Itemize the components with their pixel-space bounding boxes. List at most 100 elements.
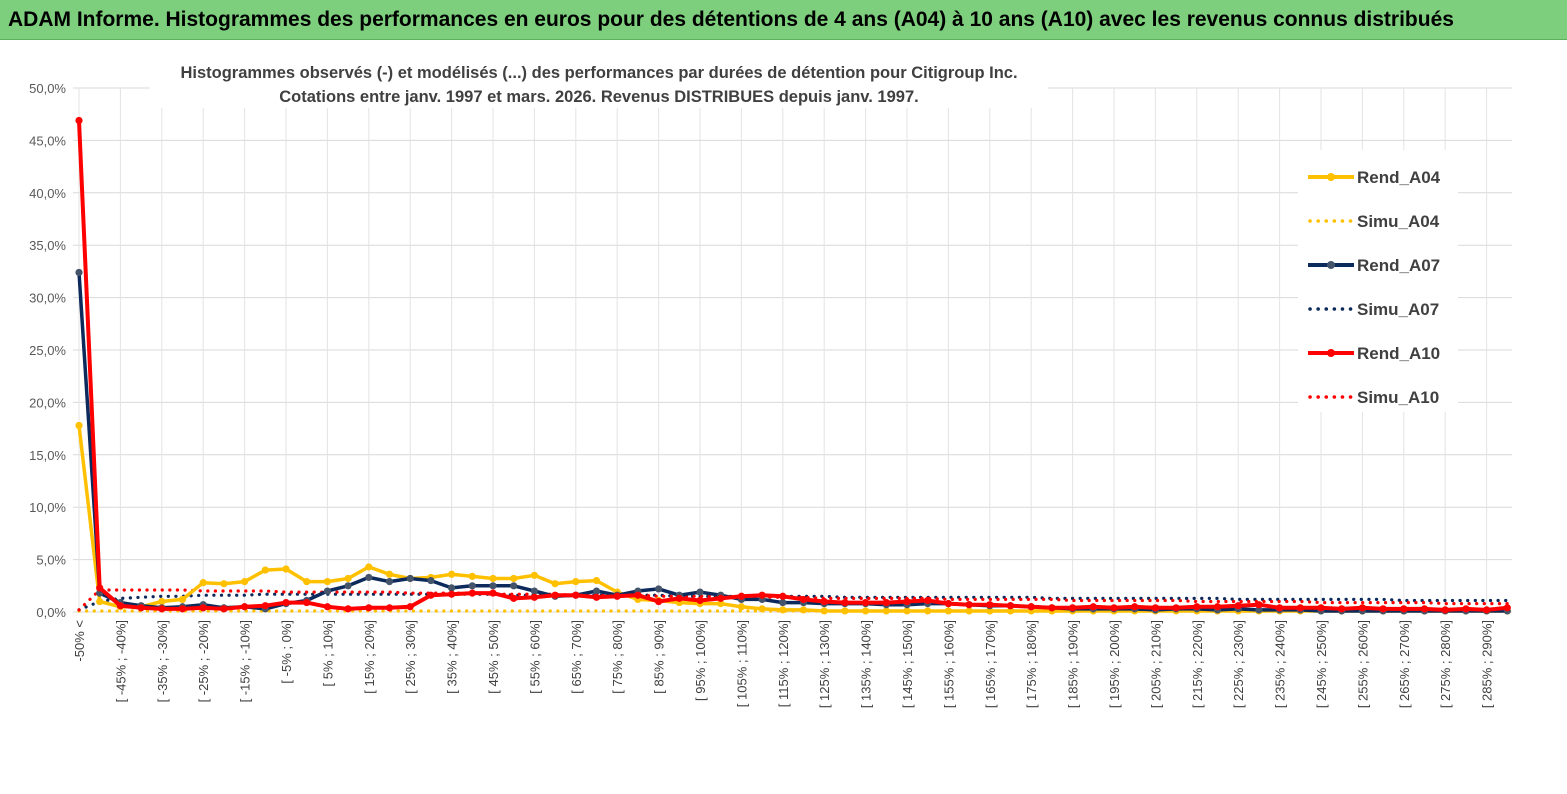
- grid-lines: [73, 87, 1512, 613]
- data-point: [365, 563, 373, 571]
- x-tick-label: [ -5% ; 0%]: [279, 620, 294, 684]
- series-rend-a04: [75, 421, 1511, 615]
- x-tick-label: [ 105% ; 110%]: [734, 620, 749, 707]
- data-point: [75, 116, 83, 125]
- data-point: [1276, 604, 1284, 612]
- series-lines: [75, 116, 1511, 615]
- x-tick-label: [ 85% ; 90%]: [652, 620, 667, 694]
- data-point: [178, 605, 187, 613]
- data-point: [572, 591, 580, 599]
- data-point: [448, 590, 456, 598]
- x-tick-label: [ 145% ; 150%]: [900, 620, 915, 708]
- data-point: [758, 591, 766, 599]
- x-tick-label: [ 205% ; 210%]: [1148, 620, 1163, 708]
- series-line: [77, 272, 1508, 613]
- data-point: [385, 604, 394, 612]
- data-point: [75, 421, 83, 430]
- chart-area: 0,0% 5,0% 10,0% 15,0% 20,0% 25,0% 30,0% 35,0% 40…: [0, 40, 1567, 789]
- data-point: [717, 600, 725, 608]
- legend-marker: [1327, 349, 1335, 357]
- x-tick-label: [ 245% ; 250%]: [1314, 620, 1329, 708]
- data-point: [986, 607, 994, 615]
- legend-label: Simu_A04: [1357, 212, 1440, 231]
- y-tick-label: 0,0%: [36, 605, 66, 620]
- data-point: [1420, 605, 1429, 613]
- frame-corner: [2, 42, 10, 50]
- data-point: [965, 601, 973, 609]
- data-point: [365, 604, 373, 612]
- x-tick-label: [ -45% ; -40%]: [113, 620, 128, 702]
- data-point: [199, 604, 207, 612]
- data-point: [303, 578, 311, 586]
- data-point: [1483, 606, 1491, 614]
- data-point: [924, 607, 932, 615]
- data-point: [903, 597, 911, 606]
- data-point: [799, 606, 808, 614]
- x-tick-label: [ 45% ; 50%]: [486, 620, 501, 694]
- data-point: [323, 603, 331, 611]
- data-point: [1441, 606, 1449, 614]
- data-point: [323, 578, 331, 586]
- data-point: [655, 597, 663, 606]
- report-banner: ADAM Informe. Histogrammes des performan…: [0, 0, 1567, 40]
- data-point: [220, 605, 228, 613]
- data-point: [1089, 603, 1097, 611]
- chart-title: Histogrammes observés (-) et modélisés (…: [180, 64, 1017, 82]
- series-simu-a07: [77, 592, 1509, 612]
- data-point: [406, 574, 414, 583]
- y-tick-label: 10,0%: [29, 500, 66, 515]
- x-tick-label: [ 125% ; 130%]: [817, 620, 832, 708]
- data-point: [137, 604, 145, 612]
- data-point: [572, 578, 580, 586]
- x-tick-label: [ 275% ; 280%]: [1438, 620, 1453, 708]
- x-tick-label: [ 185% ; 190%]: [1066, 620, 1081, 708]
- data-point: [655, 585, 663, 593]
- data-point: [737, 592, 746, 600]
- data-point: [427, 591, 435, 599]
- x-tick-label: [ 65% ; 70%]: [569, 620, 584, 694]
- data-point: [820, 607, 828, 615]
- data-point: [158, 605, 166, 613]
- data-point: [427, 576, 435, 585]
- data-point: [1317, 604, 1325, 612]
- data-point: [696, 596, 704, 605]
- data-point: [779, 598, 787, 607]
- legend-marker: [1327, 261, 1335, 269]
- x-tick-label: [ 5% ; 10%]: [320, 620, 335, 686]
- data-point: [303, 598, 311, 607]
- x-tick-label: [ 25% ; 30%]: [403, 620, 418, 694]
- series-rend-a07: [75, 268, 1511, 615]
- legend-label: Rend_A07: [1357, 256, 1440, 275]
- legend-label: Rend_A10: [1357, 344, 1440, 363]
- data-point: [613, 592, 621, 600]
- data-point: [944, 600, 953, 608]
- data-point: [1193, 603, 1201, 611]
- data-point: [1338, 605, 1346, 613]
- legend-marker: [1327, 173, 1335, 181]
- y-tick-label: 35,0%: [29, 238, 66, 253]
- data-point: [799, 595, 808, 604]
- data-point: [1131, 603, 1139, 611]
- y-tick-label: 40,0%: [29, 186, 66, 201]
- legend-background: [1298, 150, 1458, 412]
- data-point: [75, 268, 83, 277]
- data-point: [841, 598, 849, 607]
- x-tick-label: [ 255% ; 260%]: [1355, 620, 1370, 708]
- x-tick-label: [ 195% ; 200%]: [1107, 620, 1122, 708]
- data-point: [1379, 605, 1387, 613]
- x-tick-label: [ 135% ; 140%]: [859, 620, 874, 708]
- data-point: [1048, 604, 1056, 612]
- y-tick-label: 15,0%: [29, 448, 66, 463]
- data-point: [365, 573, 373, 582]
- data-point: [220, 580, 228, 588]
- data-point: [282, 598, 290, 607]
- chart-legend: Rend_A04 Simu_A04 Rend_A07 Simu_A07 Rend_A10…: [1298, 150, 1458, 412]
- series-rend-a10: [75, 116, 1511, 614]
- x-tick-label: [ 95% ; 100%]: [693, 620, 708, 701]
- data-point: [1358, 604, 1366, 612]
- x-tick-label: [ 165% ; 170%]: [983, 620, 998, 708]
- chart-subtitle: Cotations entre janv. 1997 et mars. 2026…: [279, 88, 918, 106]
- data-point: [241, 578, 249, 586]
- legend-label: Simu_A10: [1357, 388, 1439, 407]
- data-point: [510, 594, 518, 602]
